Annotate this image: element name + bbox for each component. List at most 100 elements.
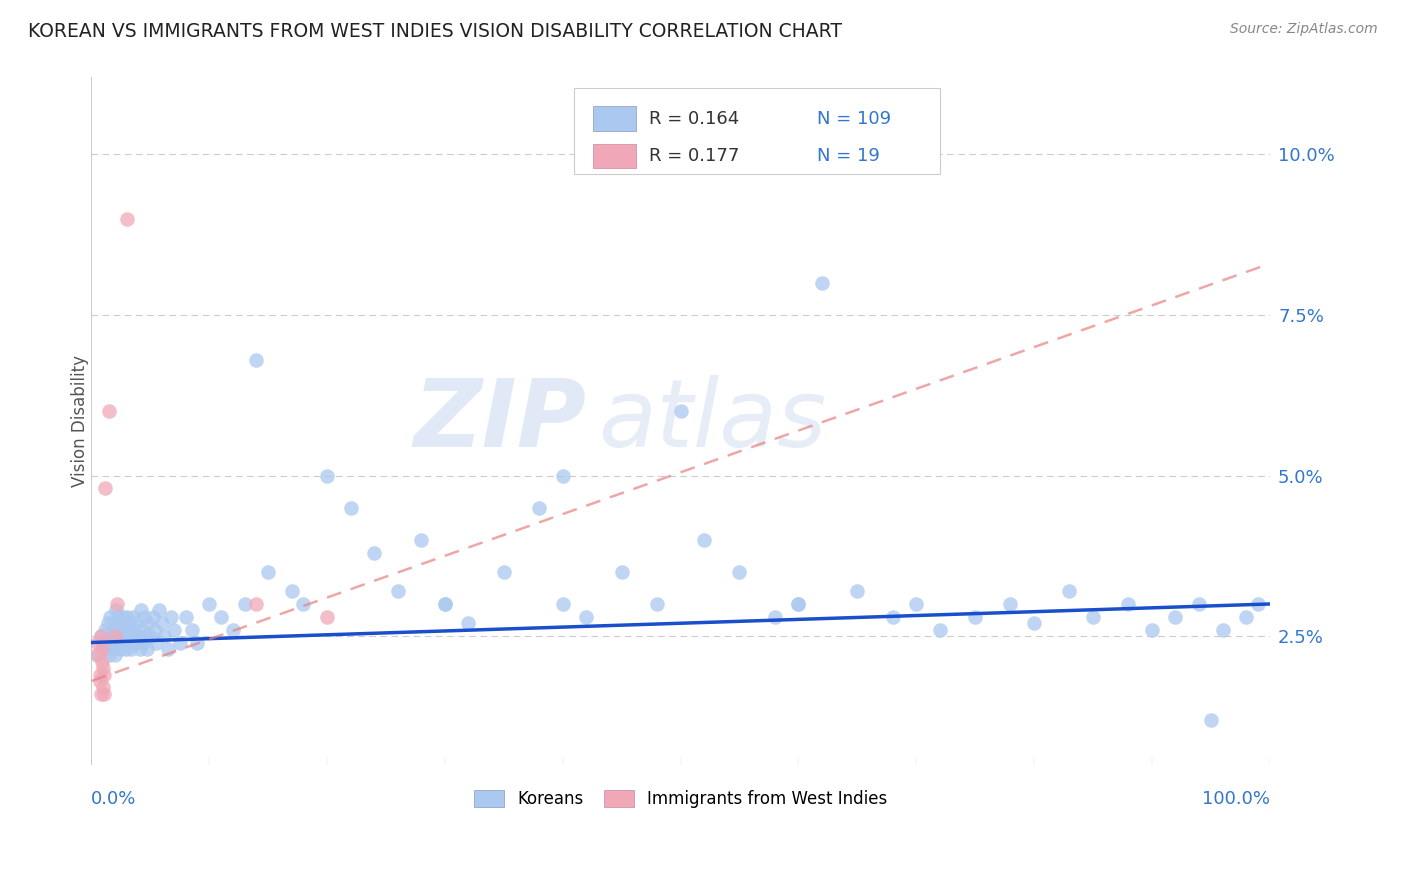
Point — [120, 629, 142, 643]
Point — [492, 565, 515, 579]
Point — [551, 468, 574, 483]
Point — [245, 597, 267, 611]
Point — [139, 629, 162, 643]
Text: 100.0%: 100.0% — [1202, 790, 1270, 808]
Point — [928, 623, 950, 637]
Text: KOREAN VS IMMIGRANTS FROM WEST INDIES VISION DISABILITY CORRELATION CHART: KOREAN VS IMMIGRANTS FROM WEST INDIES VI… — [28, 22, 842, 41]
Point — [105, 603, 128, 617]
Point — [1116, 597, 1139, 611]
Point — [87, 648, 110, 663]
Point — [125, 616, 148, 631]
Point — [91, 681, 114, 695]
Point — [98, 648, 121, 663]
Point — [169, 635, 191, 649]
Point — [143, 623, 166, 637]
Point — [222, 623, 245, 637]
Point — [107, 610, 129, 624]
Point — [1188, 597, 1211, 611]
Text: N = 109: N = 109 — [817, 110, 891, 128]
Point — [292, 597, 315, 611]
Point — [93, 667, 115, 681]
Point — [134, 610, 156, 624]
Point — [93, 687, 115, 701]
Point — [150, 616, 173, 631]
Point — [104, 629, 127, 643]
Point — [411, 533, 433, 547]
Text: R = 0.164: R = 0.164 — [648, 110, 740, 128]
Point — [198, 597, 221, 611]
Point — [363, 546, 385, 560]
Point — [1234, 610, 1257, 624]
Point — [882, 610, 904, 624]
Point — [104, 629, 127, 643]
Point — [86, 648, 108, 663]
Point — [98, 404, 121, 418]
Point — [105, 635, 128, 649]
Point — [433, 597, 456, 611]
Point — [91, 641, 114, 656]
Point — [142, 610, 165, 624]
Point — [905, 597, 928, 611]
Point — [104, 616, 127, 631]
Point — [110, 623, 132, 637]
Point — [135, 641, 157, 656]
Point — [846, 584, 869, 599]
Point — [1199, 713, 1222, 727]
Point — [1081, 610, 1104, 624]
Point — [96, 641, 118, 656]
Point — [1000, 597, 1022, 611]
Point — [105, 623, 128, 637]
Point — [339, 500, 361, 515]
Point — [1059, 584, 1081, 599]
Point — [316, 468, 339, 483]
Point — [129, 603, 152, 617]
Point — [1247, 597, 1270, 611]
Point — [131, 623, 153, 637]
Text: ZIP: ZIP — [413, 375, 586, 467]
Point — [105, 597, 128, 611]
Point — [112, 616, 135, 631]
Point — [90, 629, 112, 643]
FancyBboxPatch shape — [593, 144, 636, 169]
FancyBboxPatch shape — [593, 106, 636, 131]
Point — [280, 584, 302, 599]
Point — [163, 623, 186, 637]
Point — [763, 610, 786, 624]
Point — [110, 641, 132, 656]
Text: R = 0.177: R = 0.177 — [648, 147, 740, 165]
Point — [90, 629, 112, 643]
Point — [610, 565, 633, 579]
Point — [160, 610, 183, 624]
Point — [89, 673, 111, 688]
Point — [115, 211, 138, 226]
Point — [132, 635, 155, 649]
Point — [1022, 616, 1045, 631]
Point — [91, 641, 114, 656]
Point — [965, 610, 987, 624]
Point — [127, 629, 149, 643]
Point — [787, 597, 810, 611]
Text: 0.0%: 0.0% — [91, 790, 136, 808]
Point — [124, 635, 146, 649]
Point — [233, 597, 256, 611]
Point — [118, 616, 141, 631]
Point — [86, 635, 108, 649]
Point — [316, 610, 339, 624]
Point — [104, 648, 127, 663]
Point — [112, 610, 135, 624]
Point — [120, 641, 142, 656]
Point — [91, 661, 114, 675]
Point — [94, 482, 117, 496]
Point — [122, 623, 145, 637]
Point — [148, 603, 170, 617]
Point — [115, 623, 138, 637]
Point — [111, 635, 134, 649]
Legend: Koreans, Immigrants from West Indies: Koreans, Immigrants from West Indies — [467, 783, 894, 814]
Point — [457, 616, 479, 631]
Point — [135, 629, 157, 643]
Point — [117, 635, 139, 649]
Point — [153, 629, 176, 643]
Point — [693, 533, 716, 547]
Point — [387, 584, 409, 599]
Text: Source: ZipAtlas.com: Source: ZipAtlas.com — [1230, 22, 1378, 37]
